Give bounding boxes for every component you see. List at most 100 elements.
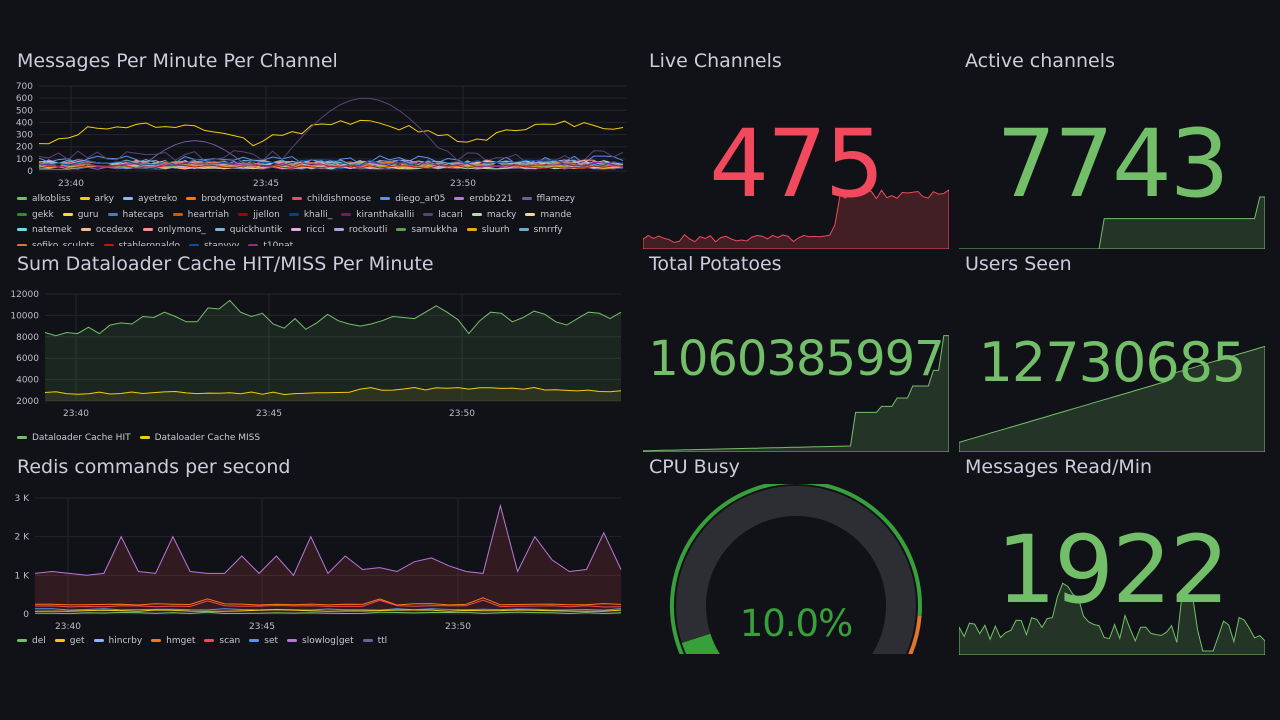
- legend-label: ayetreko: [137, 194, 178, 204]
- redis-chart[interactable]: 3 K 2 K 1 K 0 23:40 23:45 23:50: [11, 484, 633, 634]
- legend-item[interactable]: jjellon: [238, 208, 280, 224]
- legend-item[interactable]: rockoutli: [333, 223, 387, 239]
- legend-item[interactable]: arky: [79, 192, 114, 208]
- legend-swatch: [142, 228, 153, 231]
- chart-legend: Dataloader Cache HIT Dataloader Cache MIS…: [17, 431, 269, 447]
- legend-label: scan: [219, 636, 241, 646]
- legend-item[interactable]: hmget: [151, 634, 195, 650]
- panel-title: Messages Read/Min: [965, 456, 1153, 478]
- series-line: [34, 503, 622, 577]
- legend-label: childishmoose: [306, 194, 372, 204]
- legend-item[interactable]: natemek: [17, 223, 72, 239]
- x-tick-label: 23:50: [450, 179, 476, 189]
- legend-swatch: [54, 639, 65, 642]
- series-line: [34, 609, 622, 612]
- legend-item[interactable]: ricci: [291, 223, 325, 239]
- legend-label: slowlog|get: [302, 636, 354, 646]
- legend-swatch: [17, 212, 27, 216]
- legend-item[interactable]: Dataloader Cache HIT: [17, 431, 131, 447]
- legend-item[interactable]: kiranthakallii: [341, 208, 414, 224]
- stat-value: 7743: [996, 110, 1229, 219]
- legend-item[interactable]: onlymons_: [142, 223, 206, 239]
- legend-item[interactable]: t10nat: [248, 239, 293, 246]
- legend-item[interactable]: stableronaldo: [103, 239, 180, 247]
- panel-title: Redis commands per second: [17, 456, 291, 478]
- legend-item[interactable]: scan: [204, 634, 240, 650]
- legend-label: erobb221: [469, 194, 513, 204]
- legend-item[interactable]: ayetreko: [122, 192, 178, 208]
- legend-swatch: [521, 197, 532, 200]
- sparkline: [959, 582, 1265, 655]
- legend-item[interactable]: sofiko_sculpts: [17, 239, 95, 246]
- legend-item[interactable]: sluurh: [466, 223, 510, 239]
- series-line: [34, 599, 622, 608]
- legend-item[interactable]: get: [54, 634, 85, 650]
- stat-value: 1060385997: [648, 331, 944, 387]
- legend-item[interactable]: ttl: [362, 634, 388, 650]
- x-tick-label: 23:40: [63, 409, 89, 419]
- stat-value: 12730685: [978, 331, 1247, 394]
- legend-label: stableronaldo: [118, 240, 180, 247]
- legend-item[interactable]: set: [249, 634, 278, 650]
- legend-label: jjellon: [253, 209, 280, 220]
- legend-item[interactable]: samukkha: [396, 223, 458, 239]
- legend-label: heartriah: [187, 209, 230, 220]
- legend-swatch: [248, 243, 259, 246]
- y-tick-label: 200: [16, 143, 33, 153]
- legend-label: arky: [94, 194, 114, 204]
- legend-item[interactable]: erobb221: [454, 192, 513, 208]
- legend-swatch: [62, 212, 73, 216]
- legend-swatch: [93, 639, 104, 642]
- y-tick-label: 1 K: [15, 571, 31, 581]
- legend-swatch: [17, 639, 27, 642]
- legend-swatch: [341, 212, 352, 216]
- legend-label: hmget: [166, 636, 196, 646]
- legend-item[interactable]: stanyyy: [188, 239, 239, 246]
- legend-item[interactable]: diego_ar05: [380, 192, 445, 208]
- legend-item[interactable]: heartriah: [172, 208, 230, 224]
- legend-item[interactable]: khalli_: [288, 208, 333, 224]
- legend-swatch: [103, 243, 114, 246]
- x-tick-label: 23:45: [256, 409, 282, 419]
- legend-swatch: [287, 639, 298, 642]
- legend-swatch: [151, 639, 162, 642]
- legend-item[interactable]: gekk: [17, 208, 54, 224]
- panel-users-seen: Users Seen 12730685: [959, 251, 1265, 452]
- legend-item[interactable]: childishmoose: [291, 192, 372, 208]
- legend-item[interactable]: macky: [471, 208, 517, 224]
- legend-item[interactable]: hincrby: [93, 634, 142, 650]
- legend-item[interactable]: lacari: [423, 208, 463, 224]
- legend-item[interactable]: ocedexx: [80, 223, 134, 239]
- legend-item[interactable]: slowlog|get: [287, 634, 354, 650]
- x-tick-label: 23:45: [249, 622, 275, 632]
- series-line: [44, 386, 622, 396]
- legend-swatch: [122, 197, 133, 200]
- series-line: [34, 597, 622, 606]
- legend-label: macky: [486, 209, 517, 220]
- y-tick-label: 4000: [16, 376, 39, 386]
- legend-label: ttl: [377, 636, 388, 646]
- legend-item[interactable]: Dataloader Cache MISS: [139, 431, 260, 447]
- messages-chart[interactable]: 700 600 500 400 300 200 100 0 23:40 23:45 23:50: [11, 78, 633, 223]
- panel-title: Live Channels: [649, 50, 782, 72]
- legend-item[interactable]: quickhuntik: [214, 223, 282, 239]
- legend-item[interactable]: smrrfy: [518, 223, 563, 239]
- y-tick-label: 100: [16, 155, 33, 165]
- chart-legend: del get hincrby hmget scan set slowlog|get ttl: [17, 634, 396, 650]
- legend-label: get: [69, 636, 85, 646]
- cache-chart[interactable]: 12000 10000 8000 6000 4000 2000 23:40 23:45 23:5…: [11, 281, 633, 431]
- legend-item[interactable]: guru: [62, 208, 99, 224]
- legend-label: del: [32, 636, 46, 646]
- legend-label: khalli_: [303, 209, 333, 220]
- legend-item[interactable]: hatecaps: [107, 208, 164, 224]
- legend-item[interactable]: fflamezy: [521, 192, 575, 208]
- legend-item[interactable]: del: [17, 634, 46, 650]
- legend-item[interactable]: brodymostwanted: [186, 192, 283, 208]
- legend-swatch: [380, 197, 391, 200]
- series-line: [38, 119, 624, 147]
- legend-label: ocedexx: [95, 225, 134, 235]
- legend-item[interactable]: mande: [525, 208, 572, 224]
- legend-item[interactable]: alkobliss: [17, 192, 71, 208]
- panel-messages-read-min: Messages Read/Min 1922: [959, 454, 1265, 655]
- series-line: [38, 161, 624, 168]
